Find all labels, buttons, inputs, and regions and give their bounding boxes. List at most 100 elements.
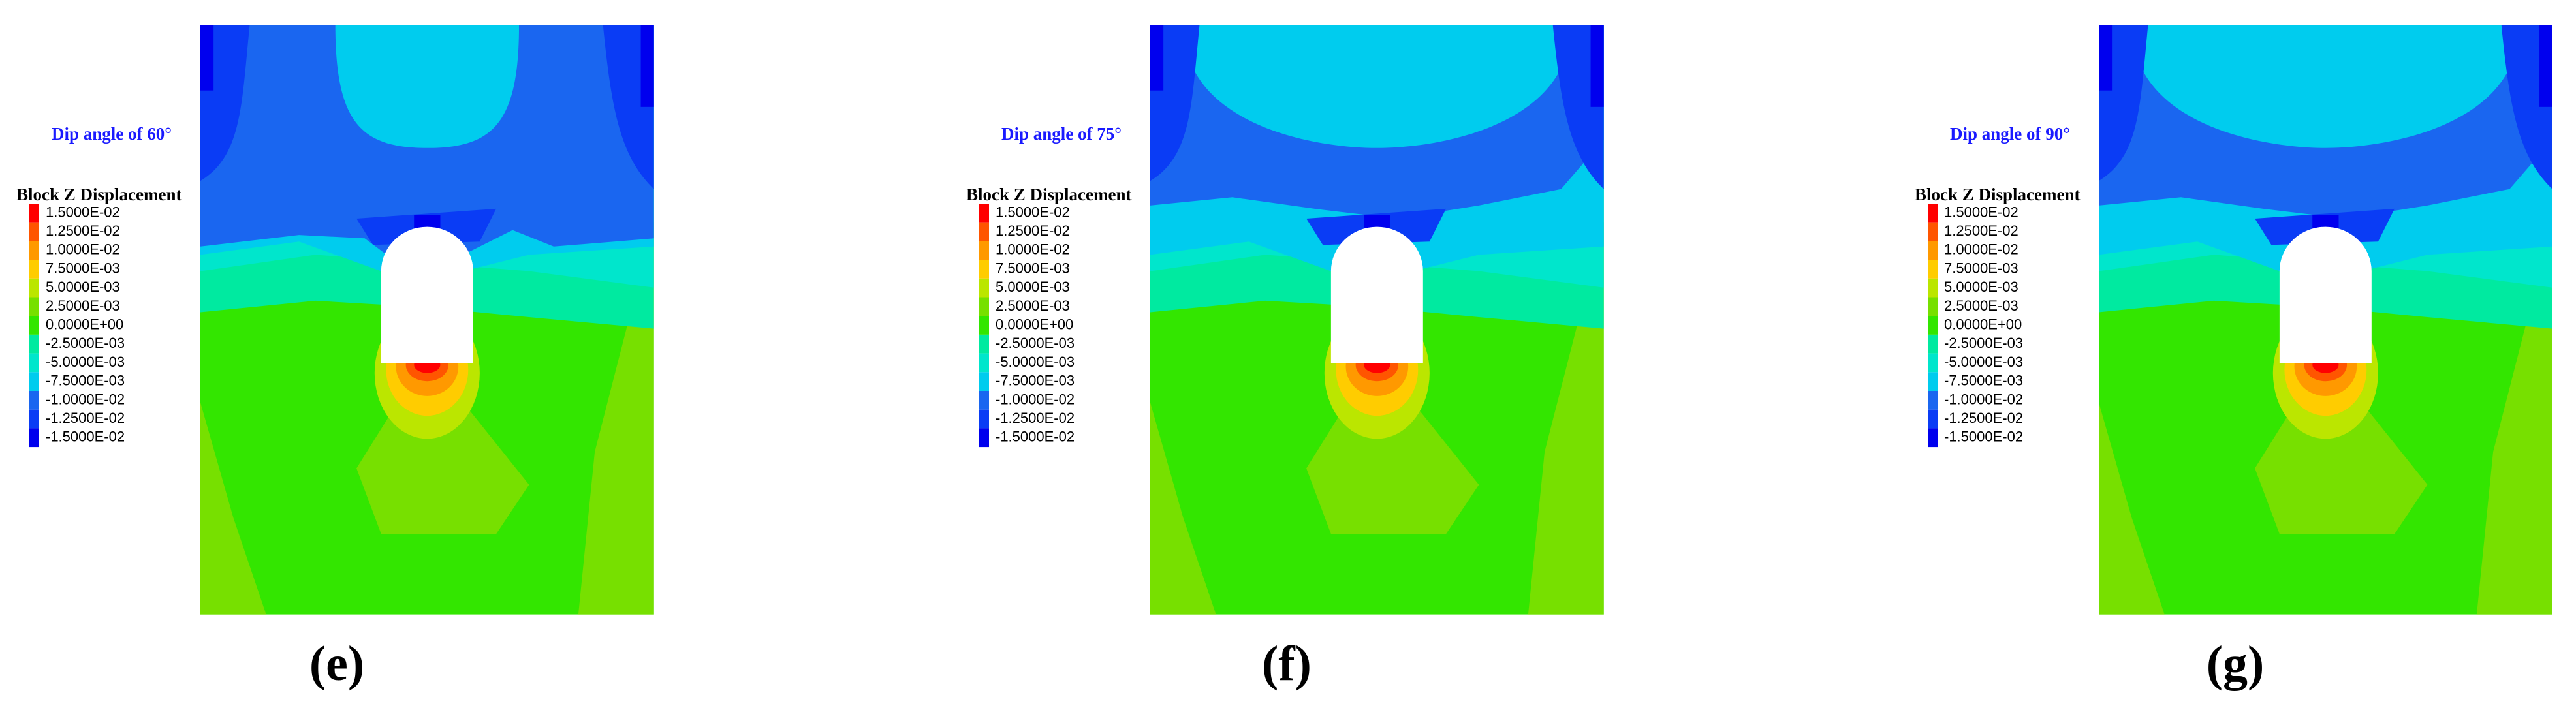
legend-label: -1.0000E-02 (46, 391, 125, 407)
legend-label: 2.5000E-03 (996, 298, 1070, 314)
dip-angle: Dip angle of 75° (1001, 124, 1122, 144)
zone (2539, 25, 2552, 107)
legend-swatch (29, 316, 39, 335)
legend-label: 5.0000E-03 (1944, 279, 2018, 295)
legend-label: -2.5000E-03 (1944, 335, 2023, 351)
legend-label: 1.2500E-02 (46, 223, 120, 239)
zone (2255, 402, 2428, 534)
legend-label: 1.2500E-02 (996, 223, 1070, 239)
legend-label: 0.0000E+00 (1944, 316, 2022, 333)
legend-label: -1.0000E-02 (1944, 391, 2023, 407)
legend-swatch (29, 372, 39, 391)
legend-swatch (29, 260, 39, 279)
zone (2131, 25, 2520, 148)
legend-label: 7.5000E-03 (46, 260, 120, 276)
legend-label: 5.0000E-03 (996, 279, 1070, 295)
legend-swatch (1928, 316, 1938, 335)
legend-label: 7.5000E-03 (996, 260, 1070, 276)
legend-swatch (1928, 260, 1938, 279)
legend-swatch (29, 241, 39, 260)
legend-swatch (979, 316, 989, 335)
legend-label: 1.5000E-02 (996, 204, 1070, 220)
legend-swatch (29, 297, 39, 316)
legend-label: -5.0000E-03 (46, 354, 125, 370)
legend-swatch (1928, 222, 1938, 241)
legend-swatch (979, 391, 989, 410)
legend-swatch (979, 241, 989, 260)
dip-angle: Dip angle of 60° (52, 124, 172, 144)
legend-swatch (1928, 241, 1938, 260)
zone (1150, 205, 1216, 615)
legend-swatch (979, 372, 989, 391)
legend-swatch (979, 297, 989, 316)
zone (2099, 25, 2113, 91)
zone (200, 205, 266, 615)
legend-title: Block Z Displacement (1915, 185, 2081, 204)
legend-swatch (979, 204, 989, 223)
legend-label: 0.0000E+00 (46, 316, 123, 333)
legend-swatch (979, 260, 989, 279)
legend-label: 2.5000E-03 (46, 298, 120, 314)
legend-label: -1.2500E-02 (46, 410, 125, 426)
panel: Dip angle of 90° Block Z Displacement1.50… (1915, 25, 2552, 691)
dip-angle: Dip angle of 90° (1950, 124, 2070, 144)
tunnel (1330, 226, 1423, 363)
legend-swatch (1928, 409, 1938, 429)
zone (200, 25, 214, 91)
legend-label: -2.5000E-03 (996, 335, 1075, 351)
legend-title: Block Z Displacement (16, 185, 182, 204)
legend-title: Block Z Displacement (966, 185, 1132, 204)
legend-swatch (29, 428, 39, 448)
zone (1306, 402, 1479, 534)
legend-label: 0.0000E+00 (996, 316, 1073, 333)
zone (2099, 205, 2165, 615)
legend-label: 1.0000E-02 (996, 241, 1070, 258)
legend-label: 1.2500E-02 (1944, 223, 2018, 239)
legend-swatch (29, 409, 39, 429)
legend-label: 1.5000E-02 (46, 204, 120, 220)
legend-label: -1.2500E-02 (1944, 410, 2023, 426)
zone (1150, 25, 1164, 91)
zone (2312, 215, 2339, 230)
legend-swatch (29, 204, 39, 223)
tunnel (381, 226, 473, 363)
legend-label: -1.0000E-02 (996, 391, 1075, 407)
legend-label: 1.0000E-02 (1944, 241, 2018, 258)
legend-swatch (1928, 204, 1938, 223)
legend-swatch (979, 222, 989, 241)
tunnel (2279, 226, 2372, 363)
panel: Dip angle of 60° Block Z Displacement1.50… (16, 25, 654, 691)
contour-plot (2099, 25, 2552, 615)
contour-plot (1150, 25, 1604, 615)
legend-label: -1.2500E-02 (996, 410, 1075, 426)
legend-swatch (1928, 353, 1938, 373)
legend-label: -7.5000E-03 (1944, 373, 2023, 389)
zone (640, 25, 654, 107)
legend-swatch (1928, 297, 1938, 316)
legend-label: -1.5000E-02 (1944, 429, 2023, 445)
legend-swatch (1928, 391, 1938, 410)
legend-swatch (1928, 428, 1938, 448)
legend-label: -1.5000E-02 (996, 429, 1075, 445)
legend-swatch (29, 391, 39, 410)
legend-swatch (979, 428, 989, 448)
contour-plot (200, 25, 654, 615)
legend-swatch (979, 409, 989, 429)
zone (414, 215, 441, 230)
zone (1364, 215, 1390, 230)
legend-label: 1.5000E-02 (1944, 204, 2018, 220)
legend-label: 1.0000E-02 (46, 241, 120, 258)
zone (1590, 25, 1604, 107)
legend-label: 7.5000E-03 (1944, 260, 2018, 276)
legend-swatch (29, 278, 39, 298)
legend-label: -1.5000E-02 (46, 429, 125, 445)
panel-label: (e) (309, 636, 364, 691)
panel-label: (f) (1262, 636, 1312, 691)
legend-swatch (1928, 278, 1938, 298)
legend-label: -7.5000E-03 (46, 373, 125, 389)
panel: Dip angle of 75° Block Z Displacement1.50… (966, 25, 1604, 691)
legend-swatch (979, 278, 989, 298)
legend-label: -7.5000E-03 (996, 373, 1075, 389)
legend-label: -5.0000E-03 (996, 354, 1075, 370)
